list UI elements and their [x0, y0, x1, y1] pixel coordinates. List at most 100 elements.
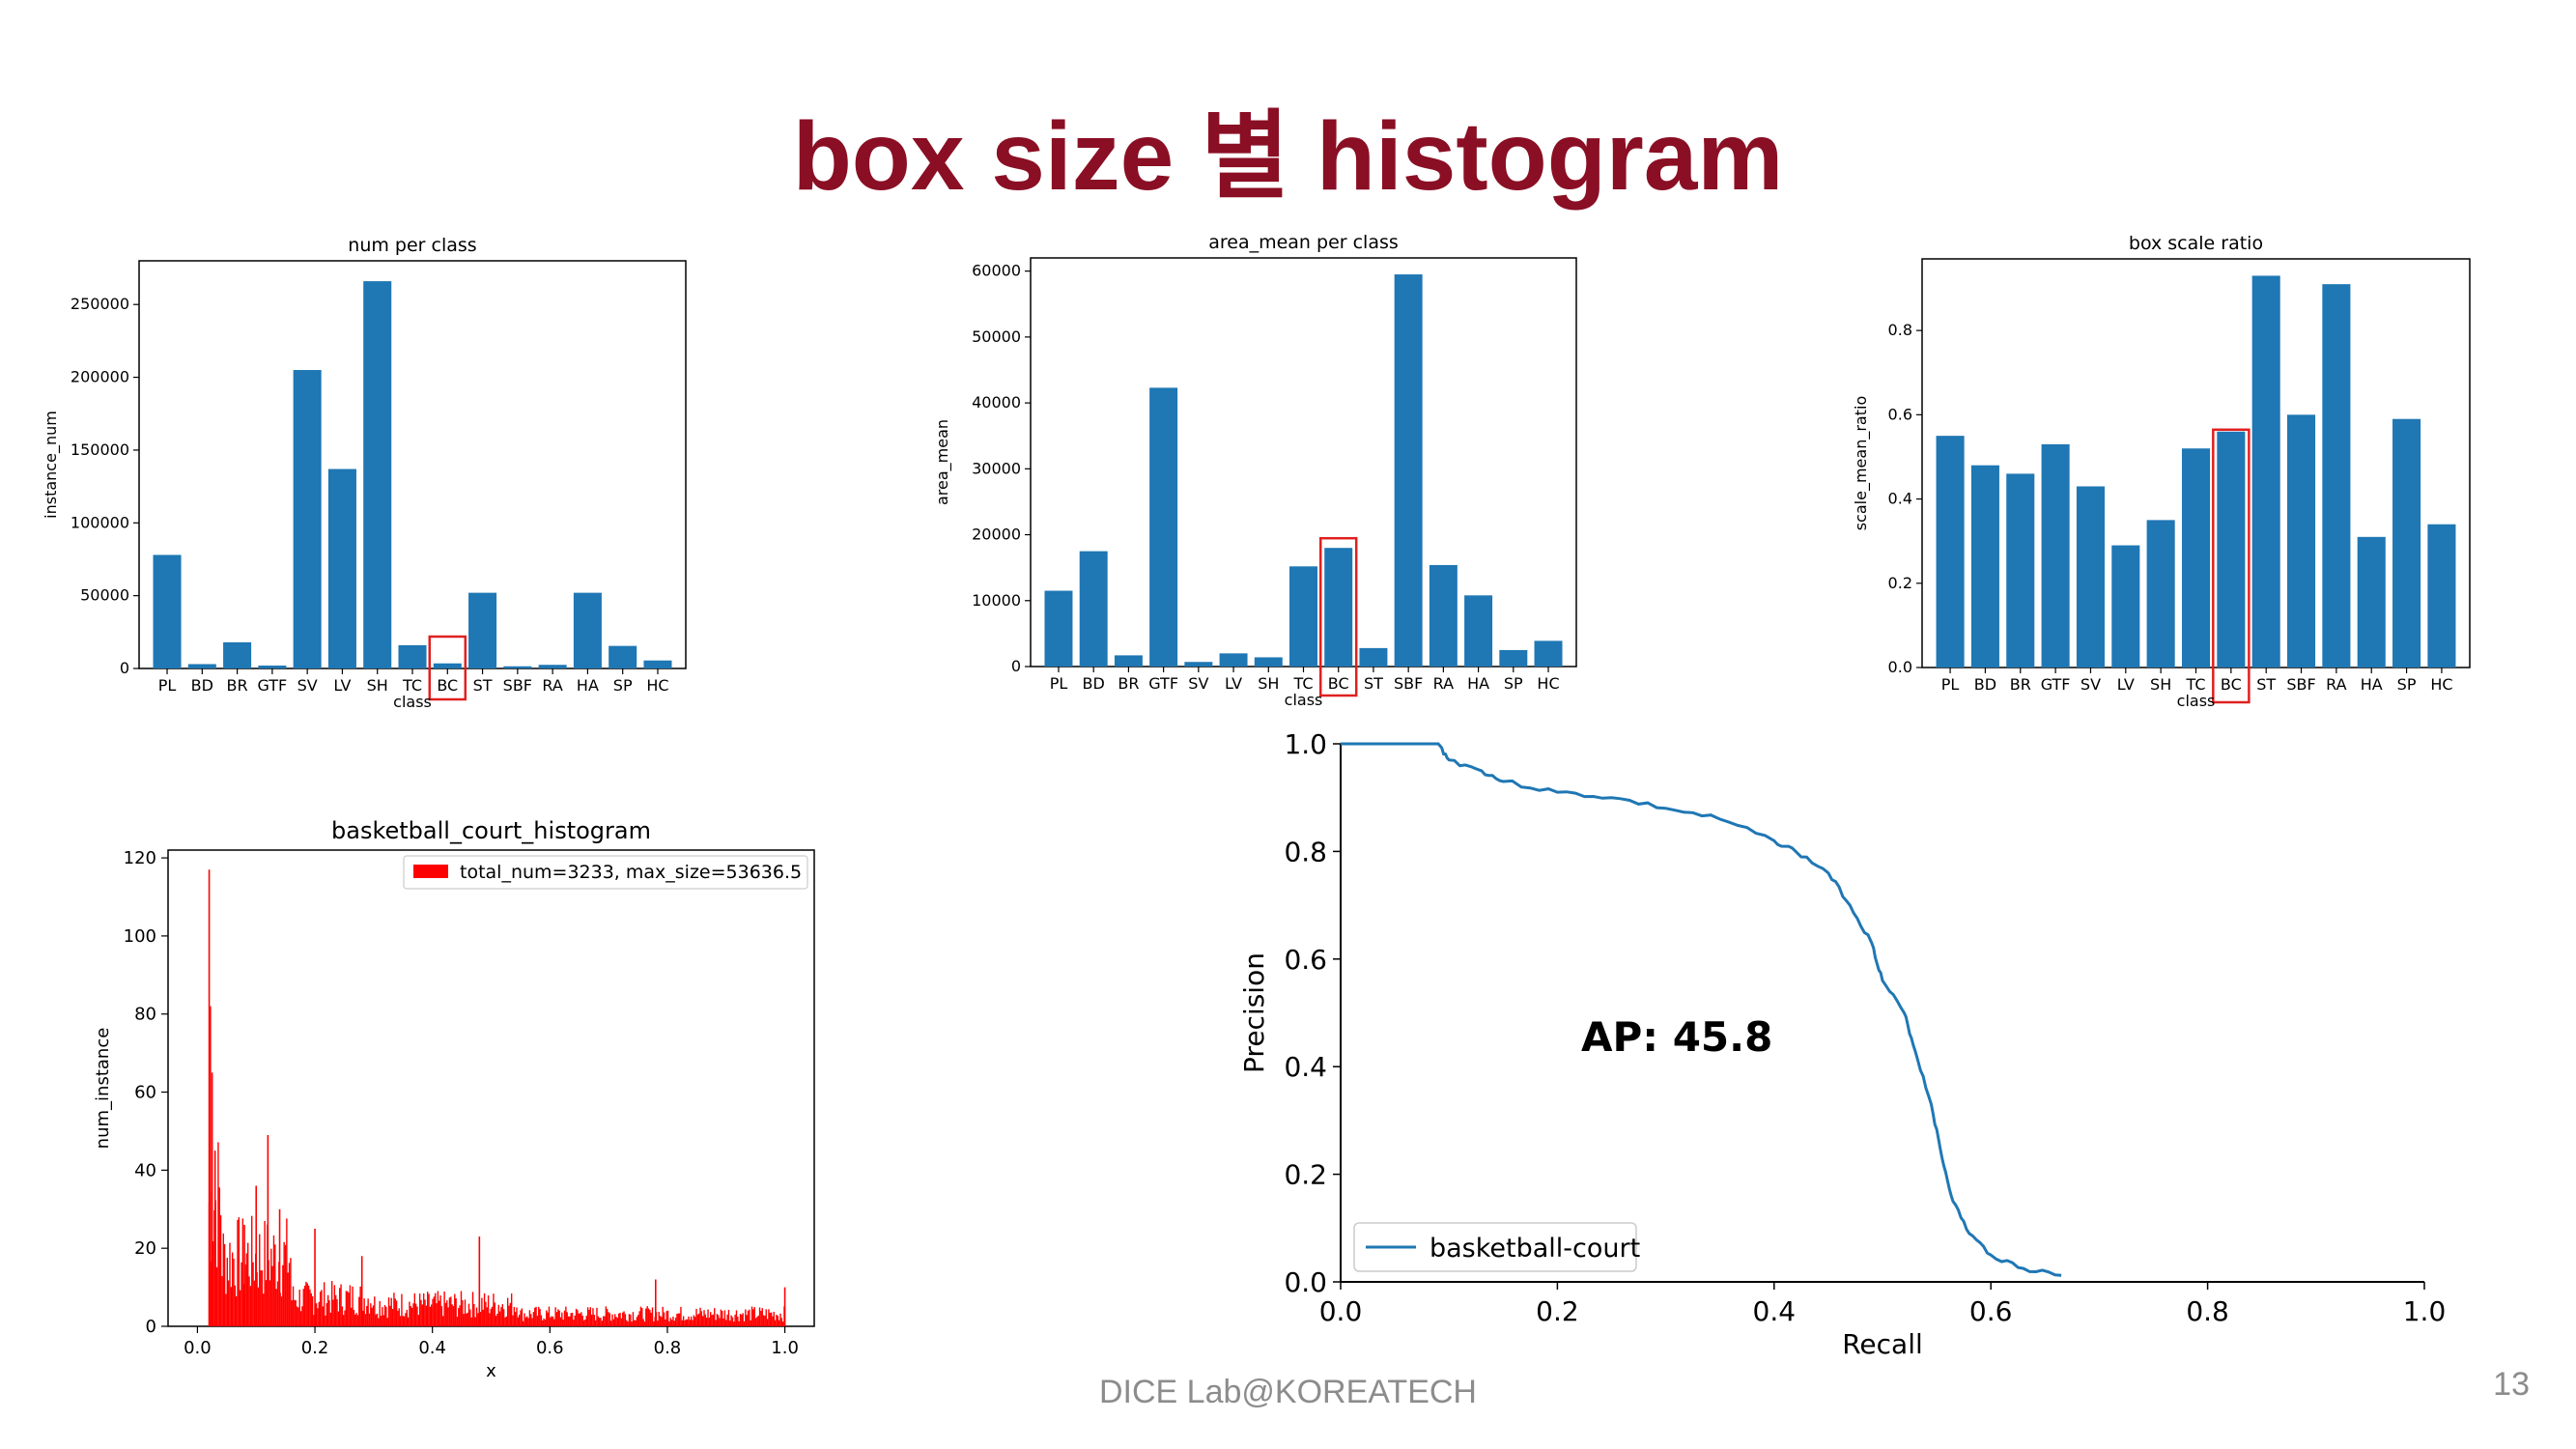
pr-curve	[1341, 742, 2062, 1277]
num-bar-st	[468, 592, 497, 668]
area-xtick-label: ST	[1364, 674, 1383, 693]
scale-bar-gtf	[2041, 443, 2070, 668]
hist-xlabel: x	[486, 1361, 496, 1381]
num-ytick-label: 50000	[80, 586, 129, 605]
pr-ytick-label: 0.8	[1284, 836, 1327, 867]
area-ytick-label: 40000	[972, 393, 1021, 412]
scale-bar-ra	[2322, 284, 2351, 668]
area-xlabel: class	[1285, 691, 1323, 709]
num-bar-lv	[327, 469, 356, 668]
scale-xtick-label: BD	[1974, 675, 1996, 694]
scale-ytick-label: 0.6	[1888, 405, 1912, 423]
scale-xtick-label: RA	[2326, 675, 2346, 694]
pr-legend-label: basketball-court	[1430, 1234, 1640, 1264]
num-xtick-label: LV	[333, 676, 351, 695]
scale-xtick-label: LV	[2117, 675, 2135, 694]
ap-annotation: AP: 45.8	[1581, 1013, 1772, 1061]
num-highlight-box	[428, 635, 467, 701]
num-xtick-label: SBF	[503, 676, 532, 695]
hist-ytick-label: 120	[124, 848, 156, 868]
scale-xtick-label: PL	[1941, 675, 1960, 694]
hist-chart-title: basketball_court_histogram	[331, 817, 651, 844]
num-ytick-label: 250000	[71, 295, 129, 313]
scale-bar-bc	[2217, 431, 2246, 668]
page-number: 13	[2493, 1366, 2530, 1403]
scale-xtick-label: ST	[2256, 675, 2276, 694]
area-xtick-label: SH	[1258, 674, 1279, 693]
area-bar-bc	[1324, 548, 1353, 667]
num-bar-sh	[363, 281, 392, 668]
hist-legend-box	[403, 855, 808, 890]
scale-xtick-label: SP	[2397, 675, 2417, 694]
num-xtick-label: HA	[577, 676, 599, 695]
num-bar-sbf	[503, 666, 532, 668]
area-ylabel: area_mean	[933, 419, 952, 505]
pr-ytick-label: 0.0	[1284, 1266, 1327, 1298]
area-bar-pl	[1044, 590, 1073, 667]
num-bar-bc	[433, 663, 462, 668]
hist-legend-swatch	[413, 865, 448, 878]
area-xtick-label: RA	[1433, 674, 1454, 693]
area-bar-tc	[1289, 566, 1317, 667]
area-xtick-label: PL	[1050, 674, 1068, 693]
num-bar-sv	[293, 370, 322, 668]
num-bar-tc	[398, 644, 427, 668]
pr-xtick-label: 1.0	[2403, 1295, 2447, 1327]
hist-xtick-label: 0.0	[184, 1338, 212, 1358]
area-ytick-label: 60000	[972, 262, 1021, 280]
scale-xtick-label: SV	[2081, 675, 2101, 694]
area-xtick-label: TC	[1292, 674, 1313, 693]
num-ytick-label: 0	[120, 659, 129, 677]
scale-ytick-label: 0.4	[1888, 490, 1912, 508]
num-bar-hc	[643, 660, 672, 668]
scale-bar-tc	[2181, 448, 2211, 668]
slide-footer: DICE Lab@KOREATECH	[1099, 1374, 1477, 1410]
scale-xtick-label: HC	[2430, 675, 2452, 694]
pr-ytick-label: 0.2	[1284, 1159, 1327, 1191]
scale-xtick-label: SBF	[2286, 675, 2315, 694]
hist-ytick-label: 60	[134, 1083, 156, 1103]
area-xtick-label: BR	[1118, 674, 1139, 693]
scale-bar-br	[2006, 473, 2035, 668]
slide-title: box size 별 histogram	[792, 102, 1784, 211]
num-bar-ra	[538, 665, 567, 668]
area-bar-ra	[1429, 564, 1458, 667]
scale-bar-lv	[2111, 545, 2140, 668]
scale-bar-st	[2251, 275, 2280, 668]
num-bar-br	[223, 641, 252, 668]
num-xtick-label: BD	[191, 676, 213, 695]
area-xtick-label: HC	[1537, 674, 1559, 693]
area-xtick-label: BD	[1083, 674, 1105, 693]
hist-ytick-label: 0	[146, 1317, 156, 1337]
pr-xtick-label: 0.8	[2186, 1295, 2229, 1327]
num-bar-pl	[153, 554, 182, 668]
scale-bar-ha	[2357, 536, 2386, 668]
area-bar-hc	[1534, 640, 1563, 667]
num-bar-ha	[573, 592, 602, 668]
area-ytick-label: 50000	[972, 327, 1021, 346]
pr-xtick-label: 0.6	[1969, 1295, 2013, 1327]
area-xtick-label: LV	[1225, 674, 1242, 693]
scale-xtick-label: SH	[2150, 675, 2171, 694]
pr-xlabel: Recall	[1842, 1328, 1923, 1360]
area-bar-sp	[1499, 649, 1528, 667]
scale-bar-sv	[2076, 486, 2105, 668]
area-xtick-label: SBF	[1394, 674, 1423, 693]
scale-chart-title: box scale ratio	[2129, 233, 2263, 254]
scale-ytick-label: 0.8	[1888, 321, 1912, 339]
scale-xtick-label: BC	[2221, 675, 2242, 694]
pr-xtick-label: 0.4	[1753, 1295, 1797, 1327]
area-bar-st	[1359, 647, 1388, 667]
area-bar-ha	[1464, 595, 1493, 667]
num-chart-title: num per class	[348, 235, 476, 256]
num-xtick-label: SV	[297, 676, 318, 695]
hist-xtick-label: 0.6	[536, 1338, 564, 1358]
area-bar-bd	[1079, 551, 1108, 667]
area-ytick-label: 10000	[972, 591, 1021, 610]
hist-xtick-label: 0.2	[301, 1338, 329, 1358]
pr-ytick-label: 1.0	[1284, 728, 1327, 760]
scale-bar-sh	[2146, 520, 2175, 668]
hist-xtick-label: 1.0	[771, 1338, 799, 1358]
hist-ytick-label: 40	[134, 1160, 156, 1180]
